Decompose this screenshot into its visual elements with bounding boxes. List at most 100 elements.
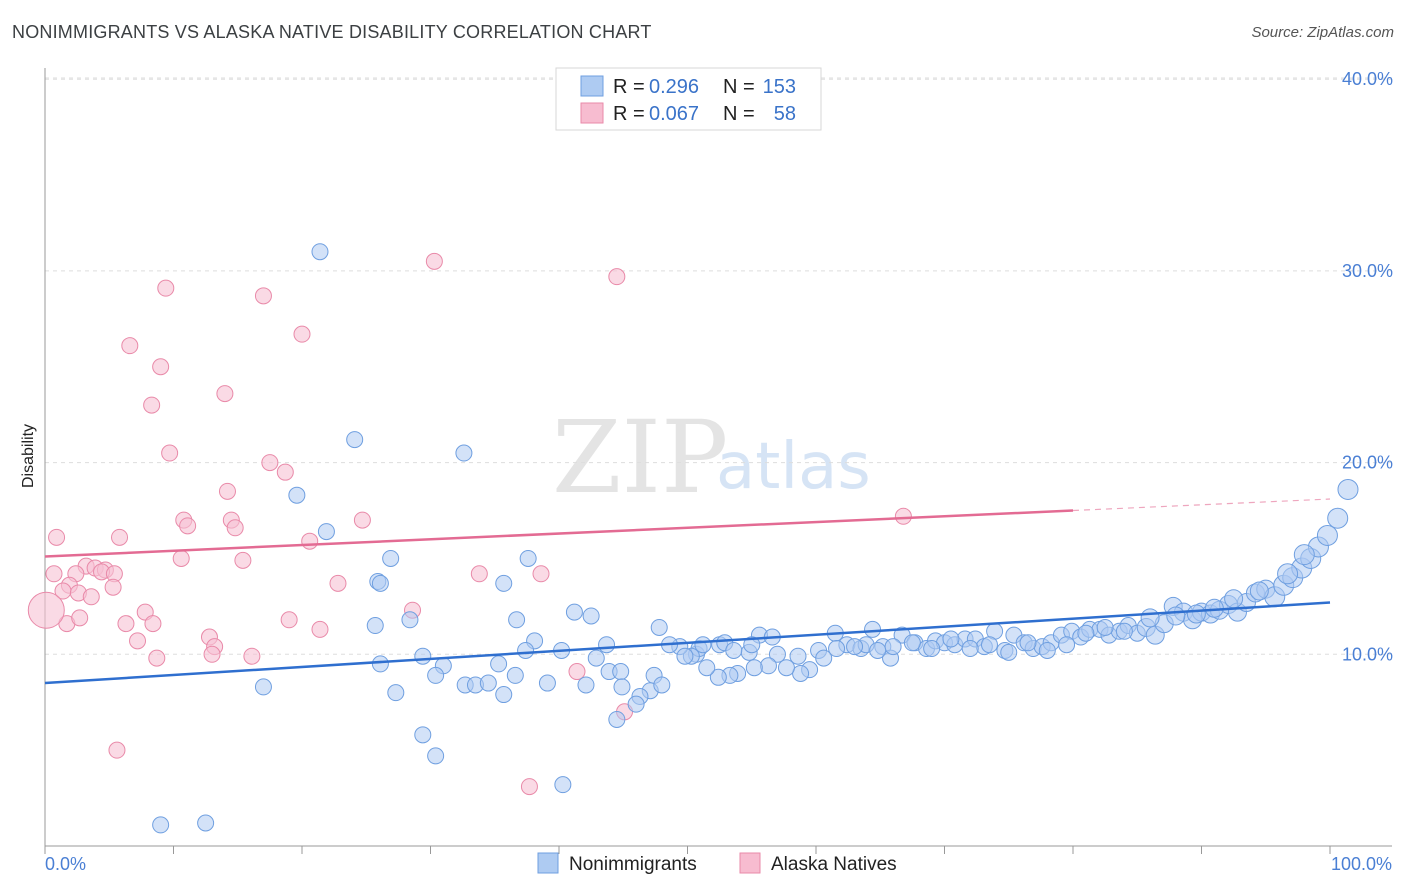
legend-swatch-pink	[580, 102, 604, 124]
y-tick-label: 30.0%	[1342, 261, 1393, 281]
nonimmigrants-point	[1224, 589, 1244, 609]
nonimmigrants-point	[152, 816, 170, 834]
alaska-natives-point	[608, 268, 626, 286]
series-legend-swatch-nonimmigrants	[537, 852, 559, 874]
alaska-natives-trend-extension	[1072, 498, 1331, 512]
legend-r-value-blue: 0.296	[649, 76, 699, 98]
alaska-natives-point	[179, 517, 197, 535]
chart-title: NONIMMIGRANTS VS ALASKA NATIVE DISABILIT…	[12, 22, 652, 42]
legend-swatch-blue	[580, 75, 604, 97]
legend-n-value-blue: 153	[763, 76, 796, 98]
alaska-natives-trend-line	[44, 509, 1074, 558]
nonimmigrants-point	[743, 636, 761, 654]
nonimmigrants-point	[495, 574, 513, 592]
alaska-natives-point	[157, 279, 175, 297]
nonimmigrants-point	[1186, 604, 1206, 624]
alaska-natives-point	[301, 532, 319, 550]
nonimmigrants-point	[479, 674, 497, 692]
alaska-natives-point	[293, 325, 311, 343]
nonimmigrants-point	[598, 636, 616, 654]
nonimmigrants-point	[923, 640, 941, 658]
nonimmigrants-point	[495, 686, 513, 704]
alaska-natives-point	[111, 528, 129, 546]
nonimmigrants-point	[288, 486, 306, 504]
nonimmigrants-point	[961, 640, 979, 658]
nonimmigrants-point	[1019, 634, 1037, 652]
nonimmigrants-point	[455, 444, 473, 462]
nonimmigrants-point	[694, 636, 712, 654]
alaska-natives-point	[152, 358, 170, 376]
alaska-natives-point	[470, 565, 488, 583]
alaska-natives-points	[27, 252, 912, 796]
alaska-natives-point	[532, 565, 550, 583]
nonimmigrants-point	[1337, 478, 1359, 500]
nonimmigrants-point	[1115, 622, 1133, 640]
nonimmigrants-point	[815, 649, 833, 667]
legend-n-value-pink: 58	[774, 103, 796, 125]
nonimmigrants-point	[519, 549, 537, 567]
nonimmigrants-point	[1077, 624, 1095, 642]
nonimmigrants-points	[152, 243, 1359, 834]
nonimmigrants-point	[427, 747, 445, 765]
nonimmigrants-point	[709, 668, 727, 686]
alaska-natives-point	[27, 591, 65, 629]
nonimmigrants-point	[490, 655, 508, 673]
nonimmigrants-point	[1327, 507, 1349, 529]
nonimmigrants-point	[792, 664, 810, 682]
nonimmigrants-point	[759, 657, 777, 675]
alaska-natives-point	[226, 519, 244, 537]
series-legend-label-nonimmigrants: Nonimmigrants	[569, 854, 697, 875]
alaska-natives-point	[129, 632, 147, 650]
alaska-natives-point	[425, 252, 443, 270]
alaska-natives-point	[104, 578, 122, 596]
nonimmigrants-point	[387, 684, 405, 702]
nonimmigrants-point	[371, 655, 389, 673]
nonimmigrants-point	[254, 678, 272, 696]
nonimmigrants-point	[1140, 608, 1160, 628]
watermark-zip: ZIP	[552, 399, 728, 516]
alaska-natives-point	[82, 588, 100, 606]
nonimmigrants-point	[869, 641, 887, 659]
nonimmigrants-point	[506, 666, 524, 684]
alaska-natives-point	[117, 615, 135, 633]
nonimmigrants-point	[508, 611, 526, 629]
trend-lines	[44, 498, 1331, 685]
nonimmigrants-point	[401, 611, 419, 629]
nonimmigrants-point	[725, 641, 743, 659]
alaska-natives-point	[243, 647, 261, 665]
alaska-natives-point	[520, 778, 538, 796]
legend-r-label-blue: R =	[613, 76, 645, 98]
grid-lines	[45, 77, 1392, 655]
alaska-natives-point	[353, 511, 371, 529]
nonimmigrants-point	[653, 676, 671, 694]
nonimmigrants-point	[554, 776, 572, 794]
axes	[44, 68, 1392, 847]
nonimmigrants-point	[1166, 606, 1186, 626]
alaska-natives-point	[894, 507, 912, 525]
y-tick-label: 10.0%	[1342, 644, 1393, 664]
nonimmigrants-point	[1277, 563, 1299, 585]
y-axis-label: Disability	[20, 424, 37, 488]
alaska-natives-point	[144, 615, 162, 633]
x-tick-label-max: 100.0%	[1331, 854, 1392, 874]
nonimmigrants-point	[612, 663, 630, 681]
nonimmigrants-point	[980, 636, 998, 654]
nonimmigrants-point	[942, 630, 960, 648]
nonimmigrants-point	[698, 659, 716, 677]
nonimmigrants-point	[1038, 641, 1056, 659]
alaska-natives-point	[121, 337, 139, 355]
nonimmigrants-point	[371, 574, 389, 592]
alaska-natives-point	[161, 444, 179, 462]
alaska-natives-point	[311, 620, 329, 638]
nonimmigrants-point	[789, 647, 807, 665]
nonimmigrants-point	[1316, 524, 1338, 546]
nonimmigrants-point	[745, 659, 763, 677]
alaska-natives-point	[280, 611, 298, 629]
series-legend-swatch-alaska-natives	[739, 852, 761, 874]
nonimmigrants-point	[1096, 618, 1114, 636]
alaska-natives-point	[568, 663, 586, 681]
nonimmigrants-point	[311, 243, 329, 261]
legend-n-label-pink: N =	[723, 103, 755, 125]
x-axis-ticks	[44, 846, 1331, 854]
legend-r-label-pink: R =	[613, 103, 645, 125]
